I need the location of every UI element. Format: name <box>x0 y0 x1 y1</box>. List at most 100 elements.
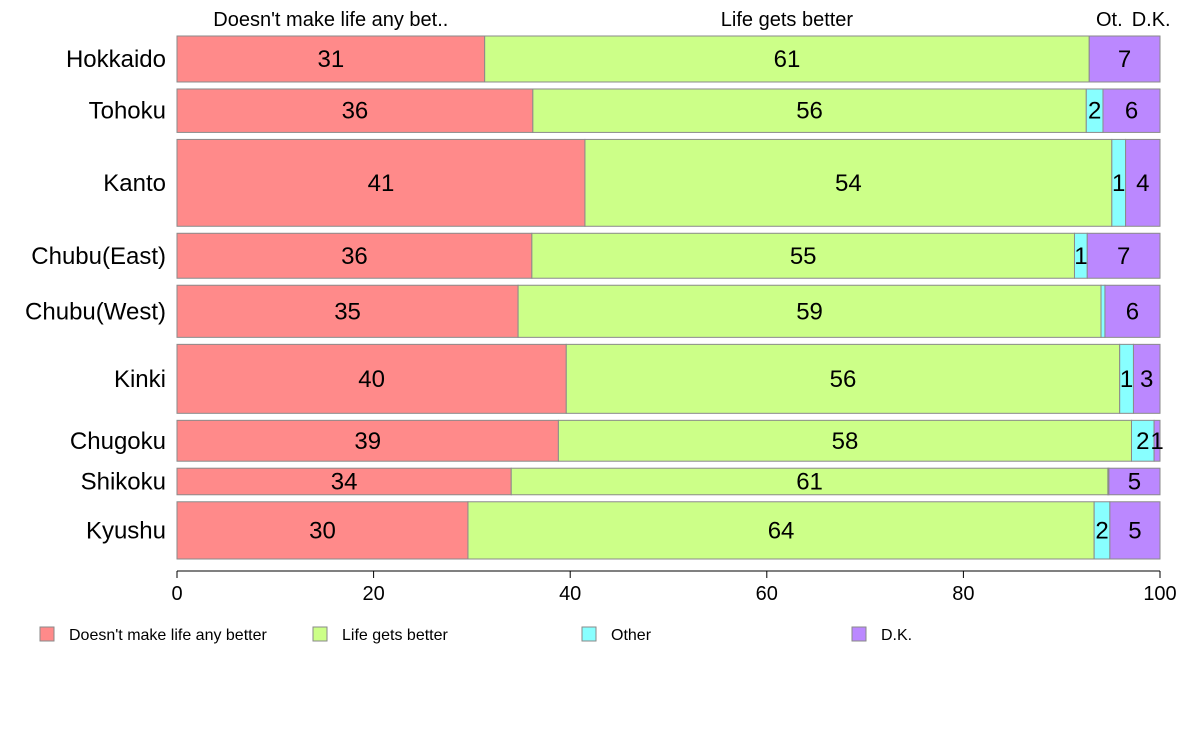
bar-row-tohoku: Tohoku 36 56 2 6 <box>89 88 1161 133</box>
bar-segment-life-gets-better <box>565 343 1121 414</box>
data-label: 61 <box>774 46 801 73</box>
bar-segment-d-k <box>1102 88 1161 133</box>
data-label: 61 <box>796 468 823 495</box>
bar-segment-d-k <box>1132 343 1161 414</box>
data-label: 5 <box>1128 517 1141 544</box>
bar-row-chubu-east: Chubu(East) 36 55 1 7 <box>31 232 1161 279</box>
legend-swatch <box>312 626 328 642</box>
bar-segment-doesn-t-make-life-any-better <box>176 501 469 560</box>
bar-row-shikoku: Shikoku 34 61 5 <box>81 467 1161 496</box>
bar-row-kyushu: Kyushu 30 64 2 5 <box>86 501 1161 560</box>
data-label: 56 <box>830 366 857 393</box>
column-header: D.K. <box>1132 9 1171 31</box>
data-label: 64 <box>768 517 795 544</box>
data-label: 34 <box>331 468 358 495</box>
legend-swatch <box>851 626 867 642</box>
data-label: 6 <box>1125 98 1138 125</box>
row-label: Hokkaido <box>66 46 166 73</box>
data-label: 59 <box>796 298 823 325</box>
data-label: 7 <box>1118 46 1131 73</box>
data-label: 3 <box>1140 366 1153 393</box>
data-label: 6 <box>1126 298 1139 325</box>
column-header: Life gets better <box>721 9 854 31</box>
bar-segment-life-gets-better <box>531 232 1075 279</box>
row-label: Chubu(West) <box>25 298 166 325</box>
legend-swatch <box>581 626 597 642</box>
tick-label: 80 <box>952 583 974 605</box>
data-label: 1 <box>1112 170 1125 197</box>
tick-label: 40 <box>559 583 581 605</box>
bar-row-hokkaido: Hokkaido 31 61 7 <box>66 35 1161 83</box>
legend-swatch <box>39 626 55 642</box>
row-label: Tohoku <box>89 98 166 125</box>
column-header: Doesn't make life any bet.. <box>213 9 448 31</box>
tick-label: 20 <box>362 583 384 605</box>
bar-row-chubu-west: Chubu(West) 35 59 6 <box>25 284 1161 338</box>
row-label: Shikoku <box>81 468 166 495</box>
tick-label: 60 <box>756 583 778 605</box>
data-label: 1 <box>1074 243 1087 270</box>
legend-item-doesn-t-make-life-any-better: Doesn't make life any better <box>39 626 267 644</box>
data-label: 58 <box>832 428 859 455</box>
legend-label: Doesn't make life any better <box>69 627 267 644</box>
data-label: 56 <box>796 98 823 125</box>
data-label: 31 <box>317 46 344 73</box>
bar-segment-life-gets-better <box>510 467 1109 496</box>
column-headers: Doesn't make life any bet.. Life gets bet… <box>213 9 1170 31</box>
data-label: 7 <box>1117 243 1130 270</box>
column-header: Ot. <box>1096 9 1123 31</box>
row-label: Kanto <box>103 170 166 197</box>
legend-item-d-k: D.K. <box>851 626 912 644</box>
data-label: 54 <box>835 170 862 197</box>
data-label: 40 <box>358 366 385 393</box>
data-label: 41 <box>368 170 395 197</box>
legend-item-life-gets-better: Life gets better <box>312 626 449 644</box>
bar-row-kanto: Kanto 41 54 1 4 <box>103 138 1161 227</box>
legend-item-other: Other <box>581 626 652 644</box>
legend: Doesn't make life any better Life gets be… <box>39 626 912 644</box>
data-label: 36 <box>342 98 369 125</box>
data-label: 1 <box>1150 428 1163 455</box>
bar-segment-d-k <box>1088 35 1161 83</box>
bar-row-kinki: Kinki 40 56 1 3 <box>114 343 1161 414</box>
data-label: 2 <box>1095 517 1108 544</box>
bar-segment-life-gets-better <box>517 284 1102 338</box>
bar-segment-doesn-t-make-life-any-better <box>176 232 533 279</box>
legend-label: Life gets better <box>342 627 449 644</box>
data-label: 2 <box>1088 98 1101 125</box>
data-label: 55 <box>790 243 817 270</box>
bar-segment-life-gets-better <box>484 35 1090 83</box>
bar-segment-life-gets-better <box>467 501 1095 560</box>
bar-segment-d-k <box>1104 284 1161 338</box>
bar-segment-d-k <box>1125 138 1161 227</box>
data-label: 4 <box>1136 170 1149 197</box>
bar-segment-doesn-t-make-life-any-better <box>176 35 486 83</box>
data-label: 39 <box>354 428 381 455</box>
x-axis: 0 20 40 60 80 100 <box>171 570 1177 605</box>
tick-label: 0 <box>171 583 182 605</box>
data-label: 5 <box>1128 468 1141 495</box>
data-label: 35 <box>334 298 361 325</box>
bar-segment-other <box>1100 284 1106 338</box>
data-label: 2 <box>1136 428 1149 455</box>
bar-segment-d-k <box>1109 501 1161 560</box>
bar-segment-d-k <box>1108 467 1161 496</box>
bar-segment-life-gets-better <box>532 88 1087 133</box>
bar-segment-doesn-t-make-life-any-better <box>176 284 519 338</box>
data-label: 30 <box>309 517 336 544</box>
bar-segment-life-gets-better <box>557 419 1132 462</box>
legend-label: D.K. <box>881 627 912 644</box>
bar-segment-doesn-t-make-life-any-better <box>176 88 534 133</box>
bar-segment-doesn-t-make-life-any-better <box>176 343 567 414</box>
bar-row-chugoku: Chugoku 39 58 2 1 <box>70 419 1164 462</box>
row-label: Kinki <box>114 366 166 393</box>
row-label: Chugoku <box>70 428 166 455</box>
bar-segment-life-gets-better <box>584 138 1113 227</box>
bar-segment-doesn-t-make-life-any-better <box>176 138 586 227</box>
row-label: Kyushu <box>86 517 166 544</box>
legend-label: Other <box>611 627 652 644</box>
data-label: 1 <box>1120 366 1133 393</box>
row-label: Chubu(East) <box>31 243 166 270</box>
